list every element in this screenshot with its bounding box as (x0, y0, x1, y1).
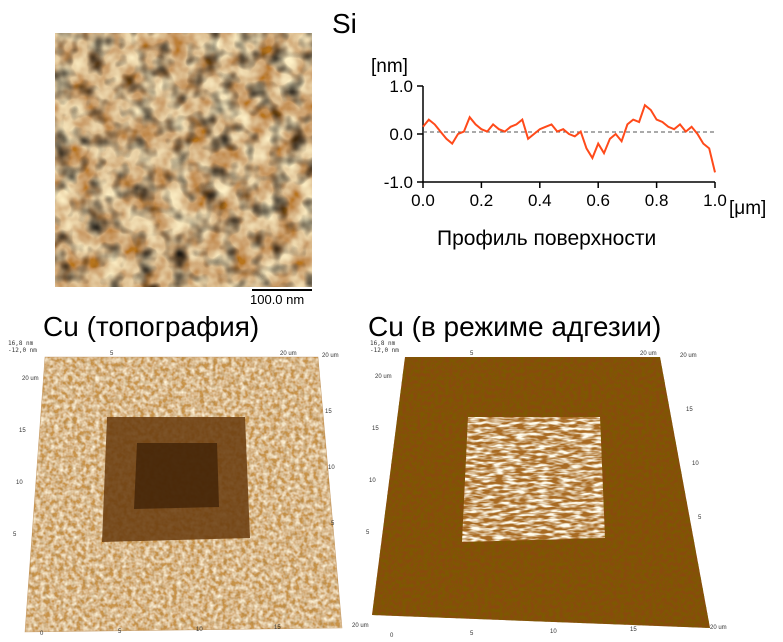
cu-adh-surface: 20 um 15 10 5 5 20 um 20 um 15 10 5 0 5 10 15 20 um (366, 351, 727, 639)
axis-tick-bottom: 5 (470, 631, 474, 637)
axis-tick-right: 10 (692, 461, 699, 467)
profile-x-tick-label: 0.0 (411, 191, 435, 210)
profile-x-tick-label: 0.6 (586, 191, 610, 210)
cu-topo-zmin: -12,0 nm (8, 347, 37, 354)
si-scalebar (252, 289, 312, 291)
axis-tick-right: 20 um (680, 353, 697, 359)
axis-tick-right: 20 um (322, 353, 339, 359)
axis-tick-bottom: 10 (550, 629, 557, 635)
profile-line (422, 103, 716, 173)
profile-x-tick-label: 0.4 (528, 191, 552, 210)
profile-x-tick-label: 1.0 (703, 191, 727, 210)
cu-adh-title: Cu (в режиме адгезии) (368, 311, 662, 342)
profile-chart: [nm] 1.00.0-1.0 0.0 0.2 0.4 0.6 0.8 1.0 [μm] (371, 56, 766, 219)
axis-tick-left: 20 um (22, 376, 39, 382)
axis-tick-top: 20 um (640, 351, 657, 357)
profile-y-tick-label: -1.0 (384, 173, 413, 192)
axis-tick-top: 5 (110, 351, 114, 357)
axis-tick-left: 10 (369, 478, 376, 484)
axis-tick-right: 15 (686, 407, 693, 413)
cu-topo-title: Cu (топография) (43, 311, 260, 342)
profile-x-tick-label: 0.2 (470, 191, 494, 210)
axis-tick-right: 5 (331, 521, 335, 527)
axis-tick-left: 20 um (375, 374, 392, 380)
axis-tick-left: 5 (366, 530, 370, 536)
axis-tick-bottom: 10 (196, 627, 203, 633)
axis-tick-bottom: 15 (630, 627, 637, 633)
cu-adh-zmin: -12,0 nm (370, 347, 399, 354)
si-scalebar-label: 100.0 nm (250, 292, 305, 307)
axis-tick-top: 20 um (280, 351, 297, 357)
cu-topo-zmax: 16,8 nm (8, 340, 34, 347)
profile-x-unit: [μm] (729, 198, 766, 219)
si-afm-image (55, 33, 312, 287)
axis-tick-left: 15 (372, 426, 379, 432)
axis-tick-right: 5 (698, 515, 702, 521)
profile-caption: Профиль поверхности (437, 227, 657, 250)
cu-topo-surface: 20 um 15 10 5 5 20 um 20 um 15 10 5 0 5 10 15 20 um (13, 351, 369, 637)
profile-y-ticks: 1.0 0.0 -1.0 (384, 77, 423, 192)
cu-topo-inner-square (134, 443, 219, 509)
axis-tick-right: 15 (325, 409, 332, 415)
axis-tick-bottom: 0 (390, 633, 394, 639)
cu-adh-zmax: 16,8 nm (370, 340, 396, 347)
axis-tick-bottom: 20 um (352, 623, 369, 629)
axis-tick-bottom: 5 (118, 629, 122, 635)
axis-tick-bottom: 15 (274, 625, 281, 631)
axis-tick-bottom: 20 um (710, 625, 727, 631)
si-title: Si (332, 8, 357, 39)
profile-y-label: [nm] (371, 56, 408, 77)
profile-y-tick-label: 0.0 (389, 125, 413, 144)
axis-tick-bottom: 0 (40, 631, 44, 637)
axis-tick-left: 5 (13, 532, 17, 538)
axis-tick-left: 10 (16, 480, 23, 486)
profile-x-ticks: 0.0 0.2 0.4 0.6 0.8 1.0 (411, 182, 727, 210)
axis-tick-top: 5 (470, 351, 474, 357)
axis-tick-left: 15 (19, 428, 26, 434)
profile-y-tick-label: 1.0 (389, 77, 413, 96)
axis-tick-right: 10 (328, 465, 335, 471)
profile-x-tick-label: 0.8 (645, 191, 669, 210)
